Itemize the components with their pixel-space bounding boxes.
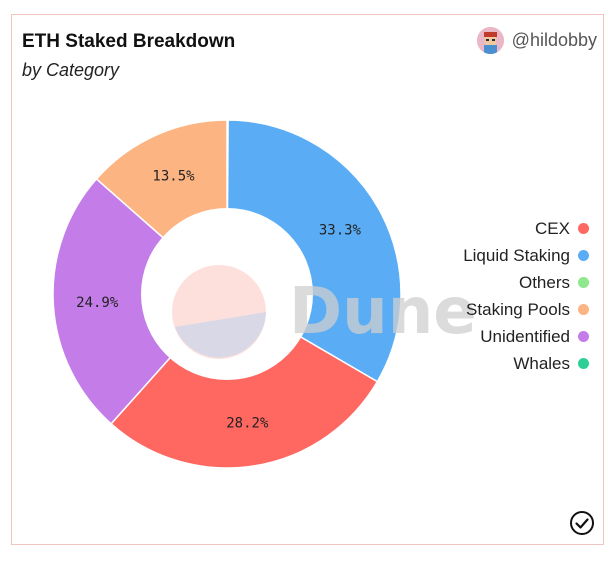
center-thumbnail <box>172 265 266 359</box>
check-circle-icon[interactable] <box>569 510 595 536</box>
data-label-liquid-staking: 33.3% <box>319 223 362 239</box>
legend-item-staking-pools[interactable]: Staking Pools <box>466 296 589 323</box>
pie-slice-cex[interactable] <box>110 293 379 469</box>
author-name: @hildobby <box>511 30 597 50</box>
legend-item-liquid-staking[interactable]: Liquid Staking <box>463 242 589 269</box>
legend-label: Whales <box>513 353 570 373</box>
legend-swatch <box>578 250 589 261</box>
legend-label: Staking Pools <box>466 299 570 319</box>
legend-label: Others <box>518 272 570 292</box>
data-label-staking-pools: 13.5% <box>152 169 195 185</box>
pie-slice-unidentified[interactable] <box>52 177 229 425</box>
avatar-icon <box>476 27 504 54</box>
author-link[interactable]: @hildobby <box>476 27 597 54</box>
data-label-cex: 28.2% <box>226 415 269 431</box>
legend-item-unidentified[interactable]: Unidentified <box>480 323 589 350</box>
legend-item-whales[interactable]: Whales <box>513 350 589 377</box>
dune-watermark: Dune <box>289 275 477 349</box>
legend-swatch <box>578 331 589 342</box>
data-label-unidentified: 24.9% <box>76 295 119 311</box>
chart-legend: CEX Liquid Staking Others Staking Pools Unid… <box>463 215 589 377</box>
legend-swatch <box>578 358 589 369</box>
legend-item-others[interactable]: Others <box>519 269 589 296</box>
legend-label: Unidentified <box>480 326 570 346</box>
chart-card: ETH Staked Breakdown by Category @hildob… <box>11 14 604 545</box>
legend-item-cex[interactable]: CEX <box>535 215 589 242</box>
chart-title: ETH Staked Breakdown <box>22 31 236 52</box>
chart-subtitle: by Category <box>22 60 120 80</box>
legend-swatch <box>578 304 589 315</box>
pie-chart: Dune 33.3% 28.2% 24.9% 13.5% <box>52 119 477 469</box>
legend-label: CEX <box>535 218 570 238</box>
legend-label: Liquid Staking <box>463 245 570 265</box>
legend-swatch <box>578 223 589 234</box>
legend-swatch <box>578 277 589 288</box>
